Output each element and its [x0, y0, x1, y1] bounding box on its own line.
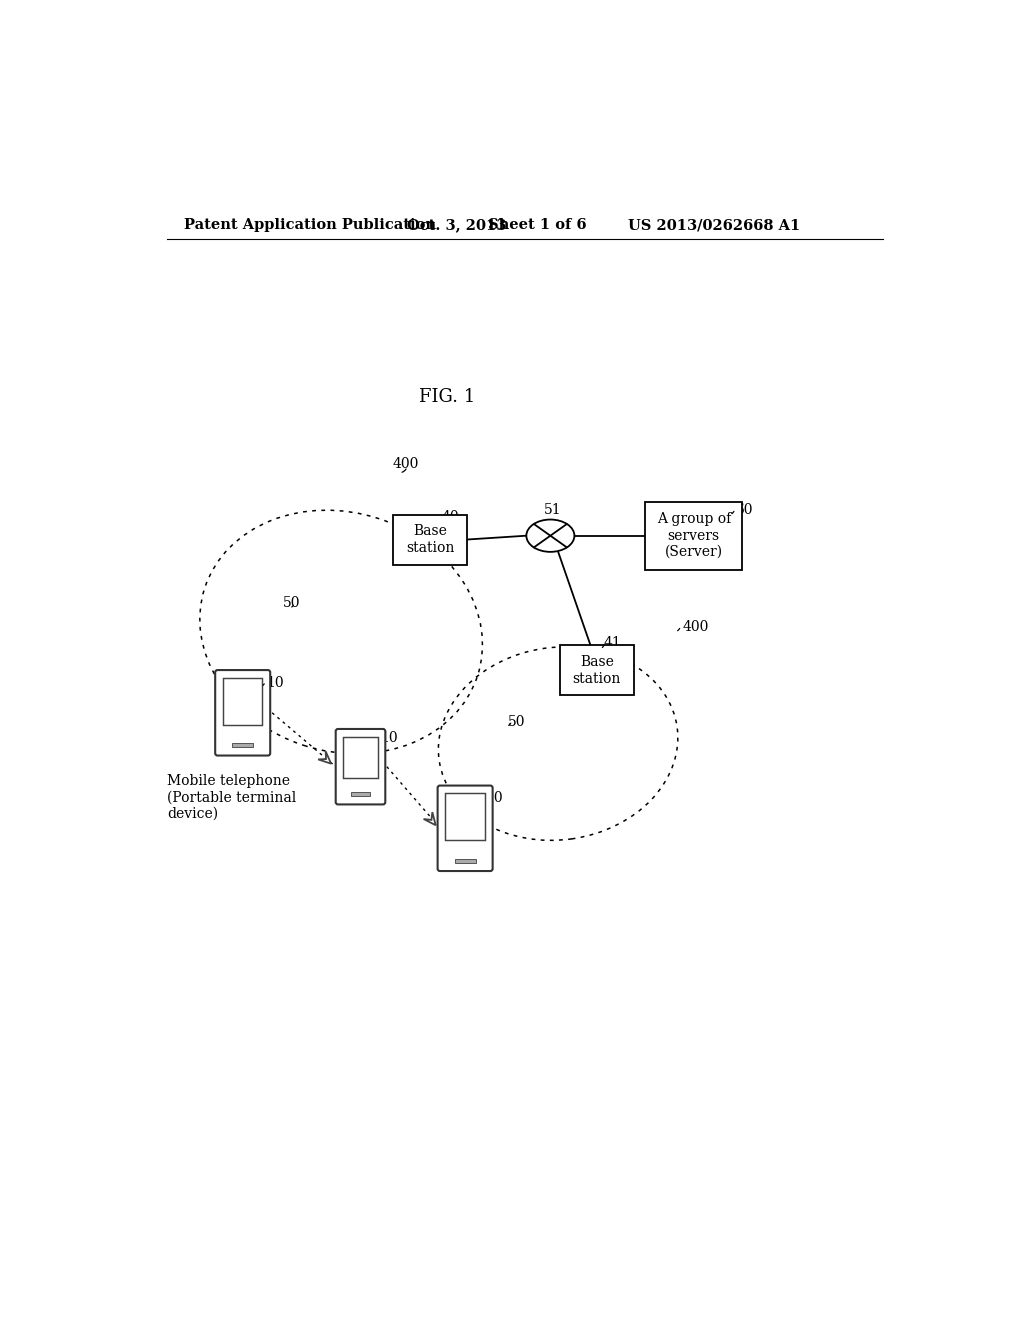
Text: 400: 400	[682, 620, 709, 635]
Text: 41: 41	[603, 636, 621, 649]
FancyBboxPatch shape	[215, 671, 270, 755]
Text: Oct. 3, 2013: Oct. 3, 2013	[407, 218, 507, 232]
Text: Patent Application Publication: Patent Application Publication	[183, 218, 436, 232]
Text: 10: 10	[380, 730, 397, 744]
Bar	[351, 792, 370, 796]
Text: Base
station: Base station	[572, 655, 622, 685]
Text: A group of
servers
(Server): A group of servers (Server)	[656, 512, 731, 558]
Text: 50: 50	[283, 595, 300, 610]
Text: 10: 10	[266, 676, 284, 690]
Bar	[223, 677, 262, 725]
Text: 400: 400	[393, 457, 420, 471]
FancyBboxPatch shape	[336, 729, 385, 804]
Bar	[645, 502, 742, 570]
Text: Base
station: Base station	[407, 524, 455, 554]
Ellipse shape	[526, 520, 574, 552]
Bar	[560, 645, 634, 696]
Text: FIG. 1: FIG. 1	[419, 388, 475, 405]
FancyBboxPatch shape	[437, 785, 493, 871]
Bar	[445, 793, 485, 840]
Text: 60: 60	[735, 503, 753, 517]
Text: US 2013/0262668 A1: US 2013/0262668 A1	[628, 218, 800, 232]
Text: 40: 40	[441, 510, 459, 524]
Text: Mobile telephone
(Portable terminal
device): Mobile telephone (Portable terminal devi…	[167, 775, 296, 821]
Bar	[232, 743, 253, 747]
Bar	[343, 737, 378, 777]
Text: 10: 10	[485, 792, 503, 805]
Bar	[393, 515, 467, 565]
Bar	[455, 859, 476, 862]
Polygon shape	[318, 751, 331, 763]
Text: 51: 51	[544, 503, 562, 516]
Text: Sheet 1 of 6: Sheet 1 of 6	[488, 218, 587, 232]
Polygon shape	[424, 812, 435, 825]
Text: 50: 50	[508, 715, 525, 729]
